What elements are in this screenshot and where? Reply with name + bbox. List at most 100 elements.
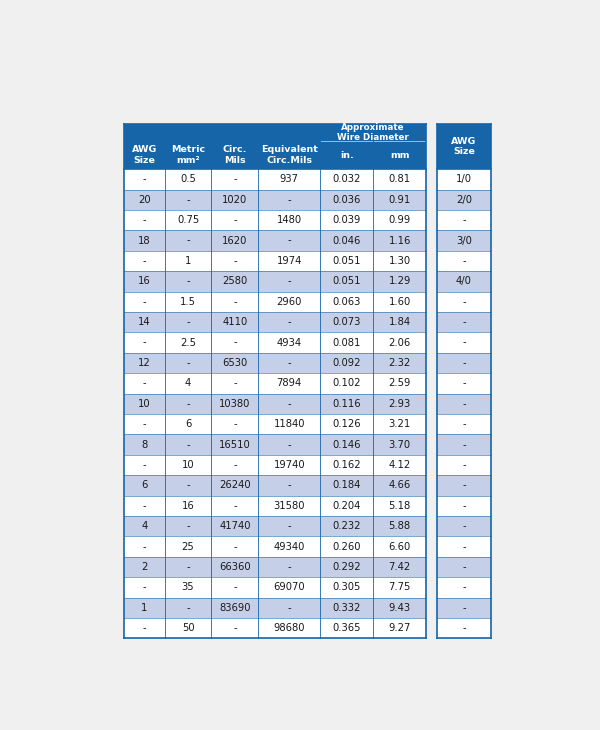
Bar (437, 353, 491, 373)
Bar (124, 353, 426, 373)
Text: 4: 4 (185, 378, 191, 388)
Text: 10: 10 (182, 460, 194, 470)
Text: -: - (233, 297, 237, 307)
Text: -: - (287, 480, 291, 491)
Text: 0.092: 0.092 (332, 358, 361, 368)
Text: 5.88: 5.88 (389, 521, 410, 531)
Text: 16: 16 (138, 277, 151, 286)
Text: 1.84: 1.84 (389, 317, 410, 327)
Bar (437, 496, 491, 516)
Text: -: - (142, 542, 146, 552)
Text: -: - (142, 419, 146, 429)
Text: 2.06: 2.06 (389, 337, 411, 347)
Text: 2/0: 2/0 (456, 195, 472, 204)
Bar (437, 516, 491, 537)
Text: 1480: 1480 (277, 215, 302, 225)
Bar (437, 434, 491, 455)
Text: -: - (287, 399, 291, 409)
Text: 7894: 7894 (277, 378, 302, 388)
Text: 8: 8 (141, 439, 148, 450)
Text: -: - (186, 480, 190, 491)
Text: -: - (142, 583, 146, 593)
Text: 3/0: 3/0 (456, 236, 472, 245)
Bar (437, 475, 491, 496)
Text: 12: 12 (138, 358, 151, 368)
Text: -: - (287, 277, 291, 286)
Bar (124, 557, 426, 577)
Text: -: - (462, 358, 466, 368)
Text: 0.102: 0.102 (332, 378, 361, 388)
Bar (437, 393, 491, 414)
Bar (437, 312, 491, 332)
Text: 4.12: 4.12 (389, 460, 411, 470)
Bar (437, 598, 491, 618)
Text: -: - (186, 277, 190, 286)
Bar (124, 434, 426, 455)
Text: -: - (462, 623, 466, 633)
Text: -: - (462, 297, 466, 307)
Text: 3.21: 3.21 (389, 419, 411, 429)
Text: 5.18: 5.18 (389, 501, 411, 511)
Bar (437, 618, 491, 639)
Bar (437, 557, 491, 577)
Text: 1.5: 1.5 (180, 297, 196, 307)
Bar (437, 537, 491, 557)
Text: Approximate
Wire Diameter: Approximate Wire Diameter (337, 123, 409, 142)
Bar (124, 537, 426, 557)
Text: 9.43: 9.43 (389, 603, 410, 613)
Bar (437, 455, 491, 475)
Text: 98680: 98680 (274, 623, 305, 633)
Text: -: - (142, 337, 146, 347)
Text: 3.70: 3.70 (389, 439, 410, 450)
Text: 16: 16 (182, 501, 194, 511)
Text: 2960: 2960 (277, 297, 302, 307)
Text: -: - (186, 521, 190, 531)
Text: -: - (462, 460, 466, 470)
Text: -: - (462, 378, 466, 388)
Text: 0.081: 0.081 (332, 337, 361, 347)
Text: 0.046: 0.046 (332, 236, 361, 245)
Text: mm: mm (390, 150, 409, 160)
Text: Metric
mm²: Metric mm² (171, 145, 205, 165)
Text: 66360: 66360 (219, 562, 251, 572)
Text: 4110: 4110 (222, 317, 248, 327)
Text: -: - (462, 439, 466, 450)
Text: 4/0: 4/0 (456, 277, 472, 286)
Text: -: - (462, 256, 466, 266)
Text: -: - (186, 358, 190, 368)
Bar (437, 210, 491, 231)
Bar (124, 373, 426, 393)
Bar (437, 190, 491, 210)
Text: 41740: 41740 (219, 521, 251, 531)
Text: -: - (462, 603, 466, 613)
Text: 83690: 83690 (219, 603, 251, 613)
Text: -: - (233, 215, 237, 225)
Text: 0.292: 0.292 (332, 562, 361, 572)
Text: 6530: 6530 (222, 358, 248, 368)
Text: -: - (233, 501, 237, 511)
Text: -: - (233, 256, 237, 266)
Bar (124, 496, 426, 516)
Text: 2580: 2580 (222, 277, 248, 286)
Text: 49340: 49340 (274, 542, 305, 552)
Text: 0.81: 0.81 (389, 174, 410, 184)
Bar (437, 577, 491, 598)
Text: 4: 4 (141, 521, 148, 531)
Text: 14: 14 (138, 317, 151, 327)
Text: 0.332: 0.332 (332, 603, 361, 613)
Text: 0.036: 0.036 (332, 195, 361, 204)
Bar (124, 455, 426, 475)
Text: 7.42: 7.42 (389, 562, 411, 572)
Text: 1020: 1020 (222, 195, 248, 204)
Bar (437, 231, 491, 250)
Text: 0.162: 0.162 (332, 460, 361, 470)
Text: -: - (287, 195, 291, 204)
Text: 2.59: 2.59 (388, 378, 411, 388)
Text: -: - (287, 358, 291, 368)
Text: 0.232: 0.232 (332, 521, 361, 531)
Text: -: - (233, 583, 237, 593)
Text: -: - (186, 195, 190, 204)
Bar (124, 210, 426, 231)
Text: 1.30: 1.30 (389, 256, 410, 266)
Text: 7.75: 7.75 (388, 583, 411, 593)
